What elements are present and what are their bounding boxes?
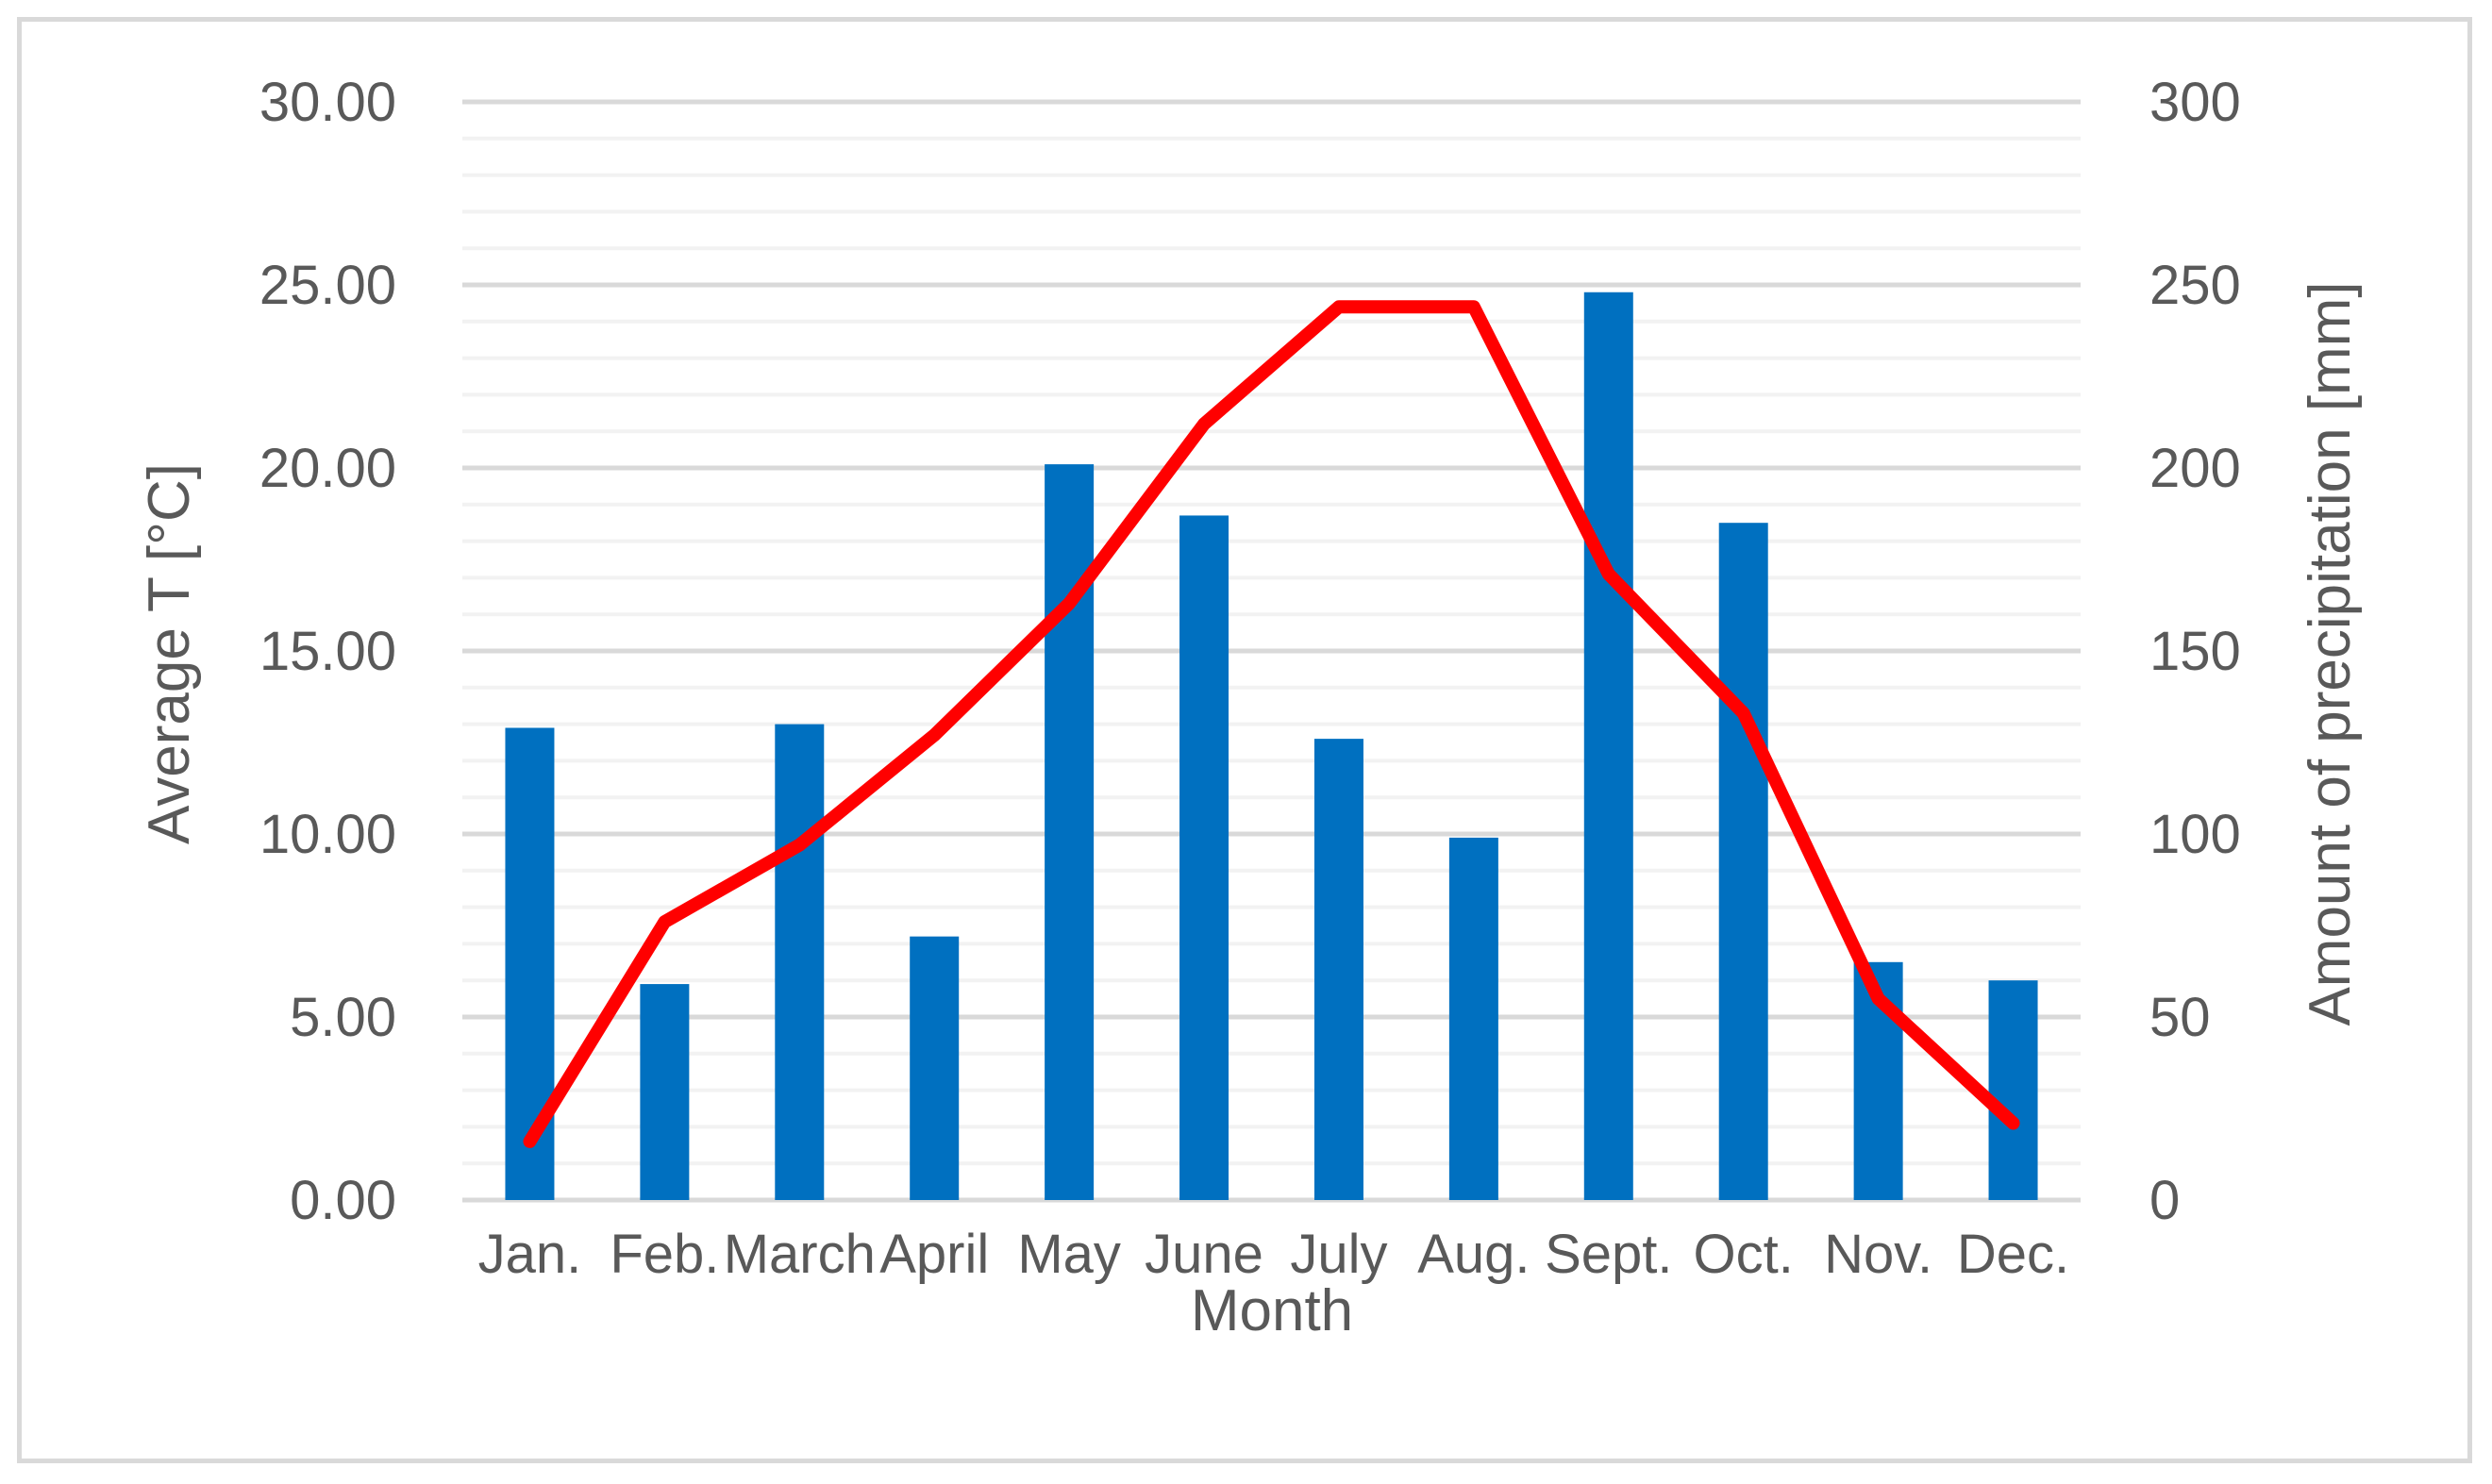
- y2-axis-tick-labels: 0 50 100 150 200 250 300: [2149, 72, 2241, 1231]
- precipitation-bar: [1448, 837, 1498, 1200]
- y2-tick-label: 200: [2149, 438, 2241, 499]
- precipitation-bars: [505, 292, 2038, 1200]
- x-tick-label: June: [1145, 1224, 1263, 1285]
- x-axis-title: Month: [1191, 1278, 1353, 1343]
- x-tick-label: July: [1290, 1224, 1387, 1285]
- y2-tick-label: 250: [2149, 255, 2241, 316]
- y-axis-tick-labels: 0.00 5.00 10.00 15.00 20.00 25.00 30.00: [259, 72, 396, 1231]
- y2-axis-title: Amount of precipitation [mm]: [2298, 281, 2363, 1025]
- precipitation-bar: [1179, 515, 1229, 1200]
- x-tick-label: April: [879, 1224, 989, 1285]
- precipitation-bar: [1718, 523, 1768, 1200]
- y-tick-label: 30.00: [259, 72, 396, 133]
- precipitation-bar: [1583, 292, 1633, 1200]
- x-tick-label: Dec.: [1957, 1224, 2069, 1285]
- y2-tick-label: 100: [2149, 804, 2241, 865]
- x-tick-label: Aug.: [1417, 1224, 1530, 1285]
- x-tick-label: Nov.: [1824, 1224, 1932, 1285]
- precipitation-bar: [1988, 980, 2038, 1200]
- precipitation-bar: [640, 984, 690, 1200]
- x-tick-label: Oct.: [1694, 1224, 1794, 1285]
- y-axis-title: Average T [°C]: [137, 463, 202, 844]
- x-tick-label: Feb.: [610, 1224, 719, 1285]
- chart-frame: [17, 17, 2472, 1463]
- y-tick-label: 10.00: [259, 804, 396, 865]
- gridlines: [462, 99, 2081, 1203]
- x-tick-label: Sept.: [1545, 1224, 1672, 1285]
- x-tick-label: May: [1017, 1224, 1121, 1285]
- temperature-series-line: [523, 300, 2020, 1148]
- x-tick-label: March: [724, 1224, 876, 1285]
- precipitation-bar: [775, 724, 825, 1200]
- y-tick-label: 20.00: [259, 438, 396, 499]
- precipitation-bar: [1313, 739, 1363, 1200]
- y-tick-label: 5.00: [290, 987, 396, 1048]
- y-tick-label: 0.00: [290, 1170, 396, 1231]
- y-tick-label: 15.00: [259, 621, 396, 682]
- precipitation-bar: [910, 936, 960, 1200]
- x-axis-tick-labels: Jan. Feb. March April May June July Aug. Sept. Oc…: [478, 1224, 2070, 1285]
- x-tick-label: Jan.: [478, 1224, 582, 1285]
- y2-tick-label: 0: [2149, 1170, 2180, 1231]
- temperature-line: [523, 300, 2020, 1148]
- y2-tick-label: 150: [2149, 621, 2241, 682]
- y2-tick-label: 50: [2149, 987, 2211, 1048]
- y-tick-label: 25.00: [259, 255, 396, 316]
- y2-tick-label: 300: [2149, 72, 2241, 133]
